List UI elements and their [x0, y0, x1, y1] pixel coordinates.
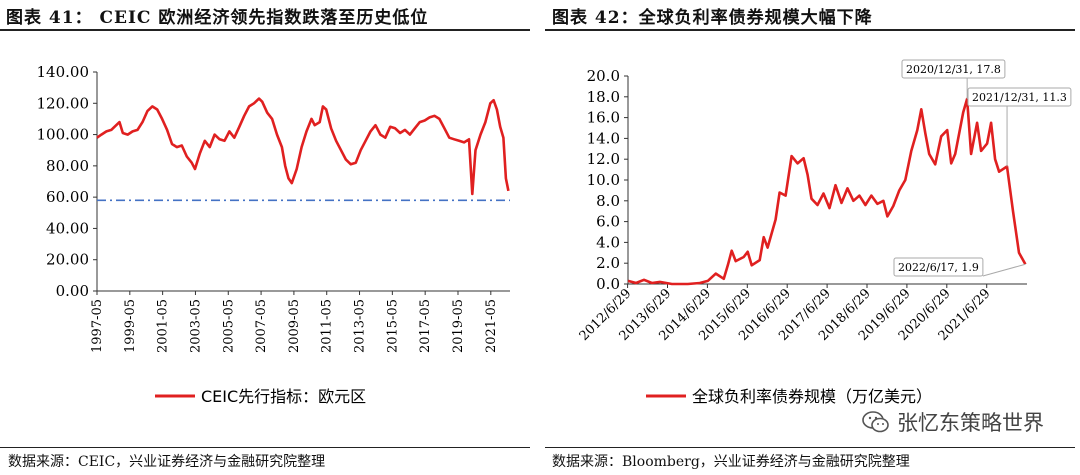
left-x-tick-label: 2017-05 — [418, 299, 433, 353]
right-series-line-0 — [627, 97, 1027, 286]
left-y-tick-label: 100.00 — [37, 126, 90, 144]
left-series — [96, 97, 510, 202]
right-chart: 0.02.04.06.08.010.012.014.016.018.020.0 … — [577, 59, 1072, 406]
left-x-tick-label: 1999-05 — [123, 299, 138, 353]
right-series — [627, 97, 1027, 286]
right-y-axis: 0.0 2.0 4.0 6.0 8.0 10.0 12.0 14.0 16.0 18.0 20.0 — [587, 67, 628, 293]
left-y-tick-label: 120.00 — [37, 94, 90, 112]
left-x-tick-label: 2007-05 — [254, 299, 269, 353]
left-x-tick-label: 2011-05 — [320, 299, 335, 353]
left-x-tick-label: 2021-05 — [484, 299, 499, 353]
left-legend: CEIC先行指标：欧元区 — [155, 387, 366, 406]
left-y-axis: 0.00 20.00 40.00 60.00 80.00 100.00 120.00 140.… — [37, 63, 97, 300]
right-y-tick-label: 4.0 — [596, 233, 620, 251]
left-y-tick-label: 140.00 — [37, 63, 90, 81]
left-x-tick-label: 2009-05 — [287, 299, 302, 353]
right-y-tick-label: 14.0 — [587, 129, 620, 147]
left-y-tick-label: 20.00 — [46, 251, 89, 269]
left-x-tick-label: 2015-05 — [385, 299, 400, 353]
right-y-tick-label: 12.0 — [587, 150, 620, 168]
left-x-tick-label: 2003-05 — [188, 299, 203, 353]
right-y-tick-label: 18.0 — [587, 88, 620, 106]
right-source: 数据来源：Bloomberg，兴业证券经济与金融研究院整理 — [552, 454, 910, 470]
left-x-tick-label: 2013-05 — [353, 299, 368, 353]
left-x-tick-label: 2001-05 — [156, 299, 171, 353]
right-x-axis: 2012/6/292013/6/292014/6/292015/6/292016… — [577, 284, 994, 344]
left-y-tick-label: 40.00 — [46, 219, 89, 237]
watermark-text: 张忆东策略世界 — [897, 411, 1044, 435]
right-title-rule — [545, 29, 1075, 31]
watermark: 张忆东策略世界 — [861, 407, 1044, 437]
wechat-icon — [862, 411, 889, 433]
right-y-tick-label: 8.0 — [596, 192, 620, 210]
left-legend-label: CEIC先行指标：欧元区 — [201, 387, 366, 406]
right-y-tick-label: 10.0 — [587, 171, 620, 189]
left-source-rule — [0, 447, 530, 448]
left-x-axis: 1997-05 1999-05 2001-05 2003-05 2005-05 2007-… — [90, 291, 499, 353]
right-y-tick-label: 6.0 — [596, 213, 620, 231]
right-annotations: 2020/12/31, 17.8 2021/12/31, 11.3 2022/6/1… — [893, 59, 1072, 277]
left-y-tick-label: 80.00 — [46, 157, 89, 175]
left-y-tick-label: 60.00 — [46, 188, 89, 206]
right-annotation-label: 2020/12/31, 17.8 — [906, 63, 1001, 76]
left-chart: 0.00 20.00 40.00 60.00 80.00 100.00 120.00 140.… — [37, 63, 510, 406]
left-x-tick-label: 1997-05 — [90, 299, 105, 353]
right-figure-title: 图表 42：全球负利率债券规模大幅下降 — [552, 8, 873, 28]
right-y-tick-label: 16.0 — [587, 109, 620, 127]
right-y-tick-label: 0.0 — [596, 275, 620, 293]
right-annotation-label: 2021/12/31, 11.3 — [972, 91, 1067, 104]
left-x-tick-label: 2005-05 — [221, 299, 236, 353]
right-source-rule — [545, 447, 1075, 448]
right-y-tick-label: 2.0 — [596, 254, 620, 272]
right-y-tick-label: 20.0 — [587, 67, 620, 85]
left-series-line-0 — [96, 97, 510, 196]
left-figure-title: 图表 41： CEIC 欧洲经济领先指数跌落至历史低位 — [6, 8, 429, 28]
left-x-tick-label: 2019-05 — [451, 299, 466, 353]
right-legend-label: 全球负利率债券规模（万亿美元） — [692, 387, 932, 406]
left-title-rule — [0, 29, 530, 31]
right-annotation: 2021/12/31, 11.3 — [967, 87, 1072, 167]
left-source: 数据来源：CEIC，兴业证券经济与金融研究院整理 — [8, 454, 326, 470]
right-annotation: 2020/12/31, 17.8 — [901, 59, 1006, 99]
left-y-tick-label: 0.00 — [56, 282, 89, 300]
right-legend: 全球负利率债券规模（万亿美元） — [646, 387, 932, 406]
right-annotation: 2022/6/17, 1.9 — [893, 257, 1026, 277]
right-annotation-label: 2022/6/17, 1.9 — [898, 261, 979, 274]
